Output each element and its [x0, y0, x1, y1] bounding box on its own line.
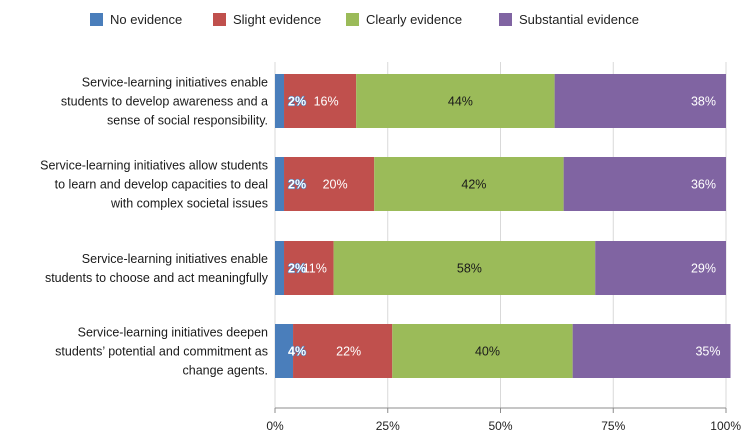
bar-segment	[293, 324, 393, 378]
category-label-line: Service-learning initiatives enable	[82, 252, 268, 266]
category-label-line: sense of social responsibility.	[107, 114, 268, 128]
bar-segment	[284, 74, 357, 128]
x-axis: 0% 25% 50% 75% 100%	[266, 407, 741, 433]
bar-segment	[392, 324, 573, 378]
category-labels: Service-learning initiatives enable stude…	[40, 76, 269, 378]
x-tick-label: 50%	[488, 419, 512, 433]
bar-segment	[275, 324, 294, 378]
category-label: Service-learning initiatives allow stude…	[40, 159, 268, 211]
legend-swatch	[346, 13, 359, 26]
legend-swatch	[213, 13, 226, 26]
data-label: 38%	[691, 95, 716, 109]
legend-label: Substantial evidence	[519, 12, 639, 27]
legend-swatch	[499, 13, 512, 26]
bar-segment	[554, 74, 726, 128]
data-label: 58%	[457, 262, 482, 276]
data-label: 29%	[691, 262, 716, 276]
bar-segment	[275, 74, 285, 128]
data-label: 44%	[448, 95, 473, 109]
legend-label: Slight evidence	[233, 12, 321, 27]
legend-label: Clearly evidence	[366, 12, 462, 27]
category-label-line: students’ potential and commitment as	[55, 345, 268, 359]
category-label-line: students to choose and act meaningfully	[45, 271, 269, 285]
category-label: Service-learning initiatives enable stude…	[45, 252, 269, 285]
data-label: 22%	[336, 345, 361, 359]
legend-item: Clearly evidence	[346, 12, 462, 27]
bar-segment	[572, 324, 731, 378]
data-label: 36%	[691, 178, 716, 192]
category-label-line: Service-learning initiatives deepen	[78, 326, 268, 340]
data-label: 4%	[288, 345, 306, 359]
legend-item: No evidence	[90, 12, 182, 27]
bar-segment	[284, 157, 375, 211]
bar-segment	[356, 74, 555, 128]
bar-segment	[275, 241, 285, 295]
data-label: 20%	[323, 178, 348, 192]
x-tick-label: 25%	[376, 419, 400, 433]
category-label-line: students to develop awareness and a	[61, 95, 268, 109]
bar-segment	[563, 157, 726, 211]
data-label: 2%	[288, 95, 306, 109]
legend-item: Slight evidence	[213, 12, 321, 27]
bars: 2% 16% 44% 38%2% 20% 42% 36%2%11% 58% 29%4% 22% 40…	[275, 74, 731, 378]
data-label: 35%	[695, 345, 720, 359]
category-label-line: with complex societal issues	[110, 197, 268, 211]
category-label: Service-learning initiatives deepen stude…	[55, 326, 268, 378]
data-label: 40%	[475, 345, 500, 359]
bar-segment	[284, 241, 334, 295]
x-tick-label: 0%	[266, 419, 284, 433]
bar-segment	[374, 157, 564, 211]
legend-swatch	[90, 13, 103, 26]
category-label-line: Service-learning initiatives allow stude…	[40, 159, 268, 173]
data-label: 2%	[288, 178, 306, 192]
legend-label: No evidence	[110, 12, 182, 27]
bar-segment	[333, 241, 596, 295]
category-label-line: to learn and develop capacities to deal	[55, 178, 268, 192]
x-tick-label: 75%	[601, 419, 625, 433]
category-label-line: Service-learning initiatives enable	[82, 76, 268, 90]
bar-segment	[275, 157, 285, 211]
legend: No evidence Slight evidence Clearly eviden…	[90, 12, 639, 27]
data-label: 11%	[303, 262, 327, 276]
category-label: Service-learning initiatives enable stude…	[61, 76, 268, 128]
x-tick-label: 100%	[710, 419, 741, 433]
data-label: 16%	[314, 95, 339, 109]
category-label-line: change agents.	[183, 364, 269, 378]
data-label: 2%	[288, 262, 306, 276]
bar-segment	[595, 241, 726, 295]
legend-item: Substantial evidence	[499, 12, 639, 27]
data-label: 42%	[461, 178, 486, 192]
